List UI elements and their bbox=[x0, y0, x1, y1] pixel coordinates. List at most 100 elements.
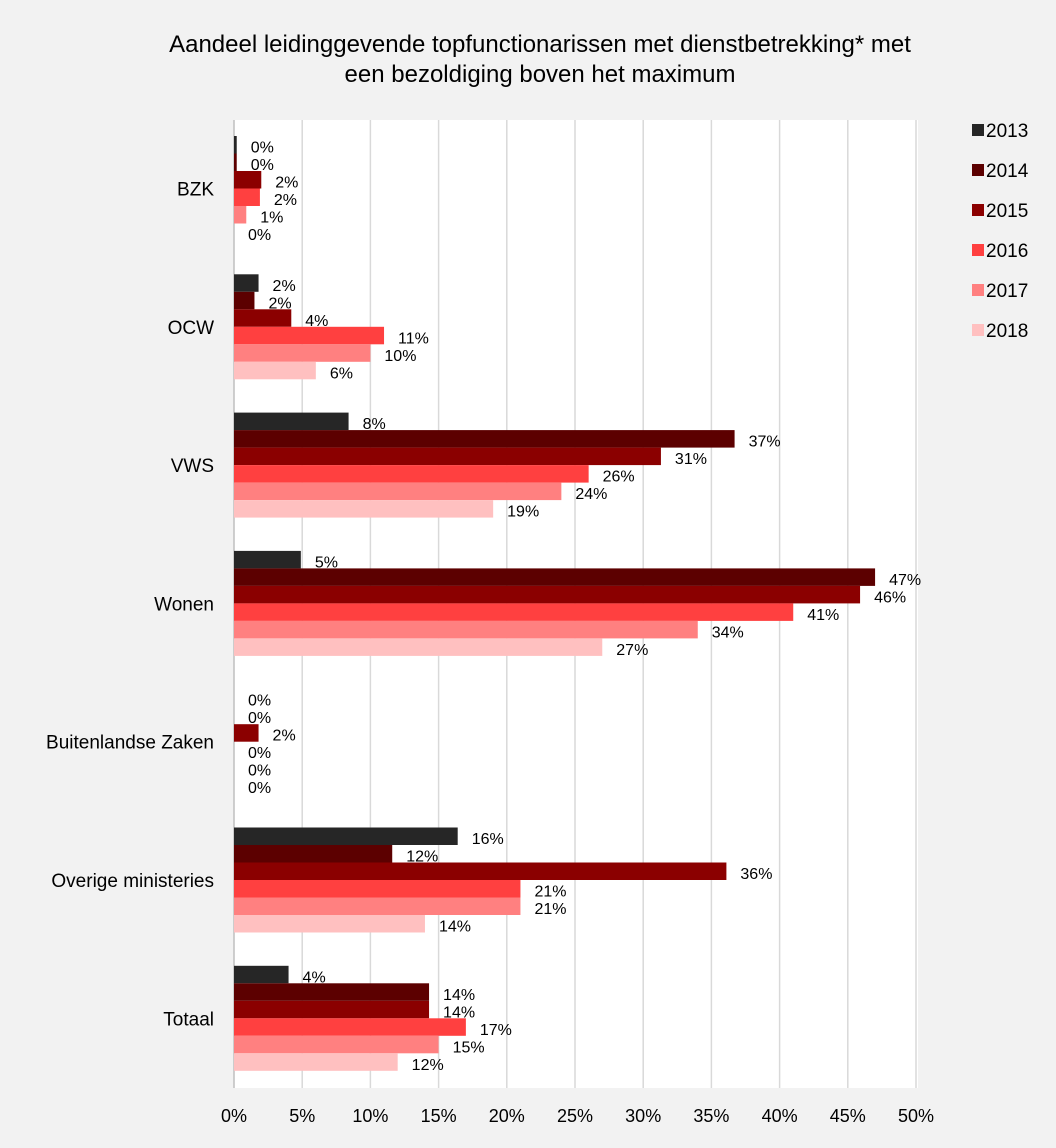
data-label: 17% bbox=[480, 1022, 512, 1039]
y-category-label: VWS bbox=[171, 456, 214, 477]
bar bbox=[234, 983, 430, 1001]
data-label: 4% bbox=[303, 969, 326, 986]
data-label: 4% bbox=[305, 313, 328, 330]
data-label: 34% bbox=[712, 624, 744, 641]
bar bbox=[234, 430, 735, 448]
bar bbox=[234, 603, 794, 621]
bar bbox=[234, 724, 259, 742]
bar bbox=[234, 188, 260, 206]
x-tick-label: 45% bbox=[830, 1106, 866, 1126]
chart-title-line-2: een bezoldiging boven het maximum bbox=[344, 61, 736, 88]
x-tick-label: 10% bbox=[352, 1106, 388, 1126]
data-label: 14% bbox=[443, 987, 475, 1004]
bar bbox=[234, 171, 262, 189]
legend-swatch bbox=[972, 164, 984, 176]
bar bbox=[234, 361, 316, 380]
chart-title: Aandeel leidinggevende topfunctionarisse… bbox=[60, 30, 1020, 90]
bar bbox=[234, 1018, 466, 1036]
x-tick-label: 50% bbox=[898, 1106, 934, 1126]
data-label: 36% bbox=[740, 866, 772, 883]
bar bbox=[234, 1053, 398, 1071]
bar bbox=[234, 915, 425, 933]
legend-label: 2017 bbox=[986, 281, 1028, 302]
bar bbox=[234, 153, 237, 171]
legend-swatch bbox=[972, 204, 984, 216]
data-label: 46% bbox=[874, 589, 906, 606]
bar bbox=[234, 862, 727, 880]
data-label: 16% bbox=[472, 831, 504, 848]
y-category-label: Totaal bbox=[163, 1009, 214, 1030]
y-category-label: Overige ministeries bbox=[51, 871, 214, 892]
data-label: 14% bbox=[443, 1004, 475, 1021]
legend-label: 2015 bbox=[986, 201, 1028, 222]
x-tick-label: 5% bbox=[289, 1106, 315, 1126]
bar bbox=[234, 568, 876, 586]
data-label: 0% bbox=[248, 763, 271, 780]
bar bbox=[234, 845, 393, 863]
bar bbox=[234, 465, 589, 483]
bar bbox=[234, 827, 458, 845]
data-label: 41% bbox=[807, 607, 839, 624]
legend-label: 2018 bbox=[986, 321, 1028, 342]
data-label: 2% bbox=[274, 192, 297, 209]
bar bbox=[234, 291, 255, 310]
bar bbox=[234, 550, 301, 569]
x-tick-label: 30% bbox=[625, 1106, 661, 1126]
legend-label: 2016 bbox=[986, 241, 1028, 262]
bar bbox=[234, 897, 521, 915]
legend-swatch bbox=[972, 284, 984, 296]
data-label: 0% bbox=[251, 157, 274, 174]
x-tick-label: 25% bbox=[557, 1106, 593, 1126]
x-tick-label: 15% bbox=[421, 1106, 457, 1126]
bar bbox=[234, 965, 289, 984]
bar bbox=[234, 136, 237, 154]
data-label: 0% bbox=[248, 780, 271, 797]
legend-label: 2013 bbox=[986, 121, 1028, 142]
data-label: 2% bbox=[273, 278, 296, 295]
bar bbox=[234, 447, 661, 466]
bar bbox=[234, 326, 385, 345]
data-label: 1% bbox=[260, 210, 283, 227]
bar bbox=[234, 585, 861, 604]
data-label: 12% bbox=[412, 1057, 444, 1074]
data-label: 24% bbox=[575, 486, 607, 503]
bar bbox=[234, 344, 371, 362]
data-label: 2% bbox=[268, 295, 291, 312]
data-label: 37% bbox=[749, 434, 781, 451]
bar bbox=[234, 274, 259, 292]
data-label: 26% bbox=[603, 469, 635, 486]
data-label: 19% bbox=[507, 504, 539, 521]
data-label: 6% bbox=[330, 365, 353, 382]
data-label: 8% bbox=[363, 416, 386, 433]
data-label: 12% bbox=[406, 849, 438, 866]
legend-swatch bbox=[972, 324, 984, 336]
data-label: 15% bbox=[453, 1039, 485, 1056]
data-label: 10% bbox=[384, 348, 416, 365]
legend-swatch bbox=[972, 124, 984, 136]
data-label: 2% bbox=[273, 728, 296, 745]
bar bbox=[234, 309, 292, 327]
data-label: 0% bbox=[248, 693, 271, 710]
legend-swatch bbox=[972, 244, 984, 256]
data-label: 27% bbox=[616, 642, 648, 659]
chart-title-line-1: Aandeel leidinggevende topfunctionarisse… bbox=[169, 31, 911, 58]
data-label: 47% bbox=[889, 572, 921, 589]
y-category-label: BZK bbox=[177, 180, 214, 201]
data-label: 0% bbox=[248, 227, 271, 244]
data-label: 21% bbox=[534, 901, 566, 918]
x-tick-label: 20% bbox=[489, 1106, 525, 1126]
y-category-label: OCW bbox=[168, 318, 215, 339]
bar bbox=[234, 638, 603, 656]
y-category-label: Buitenlandse Zaken bbox=[46, 733, 214, 754]
bar bbox=[234, 620, 698, 639]
legend-label: 2014 bbox=[986, 161, 1029, 182]
data-label: 5% bbox=[315, 554, 338, 571]
data-label: 0% bbox=[248, 745, 271, 762]
data-label: 0% bbox=[251, 140, 274, 157]
bar bbox=[234, 1000, 430, 1019]
data-label: 11% bbox=[398, 330, 429, 347]
bar bbox=[234, 500, 494, 518]
data-label: 2% bbox=[275, 175, 298, 192]
